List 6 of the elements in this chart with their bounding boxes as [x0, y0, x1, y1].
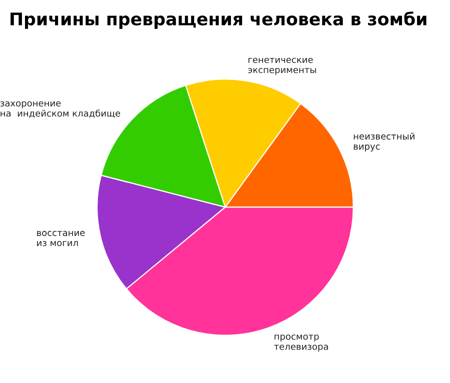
slice-label: неизвестный вирус: [354, 132, 414, 152]
slice-label: просмотр телевизора: [274, 334, 328, 352]
slice-label: захоронение на индейском кладбище: [0, 101, 120, 118]
slice-label: генетические эксперименты: [248, 58, 316, 75]
chart-title: Причины превращения человека в зомби: [10, 11, 426, 29]
slice-label: восстание из могил: [37, 230, 85, 246]
